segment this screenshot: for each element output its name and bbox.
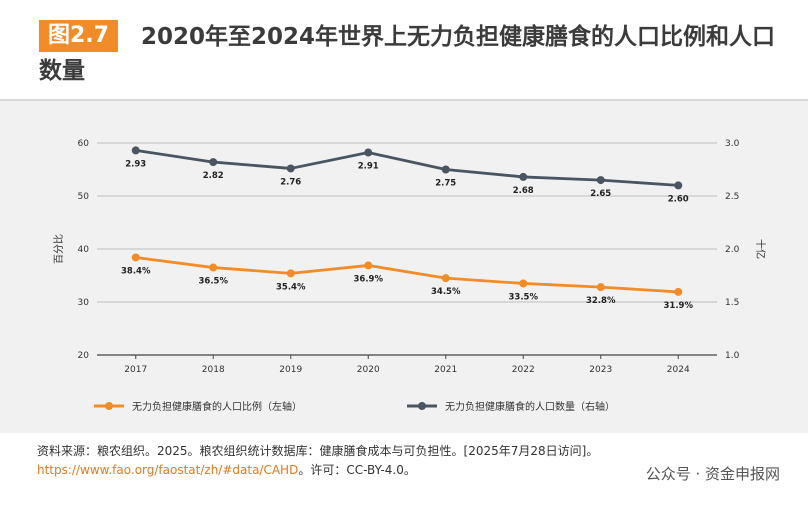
legend-label: 无力负担健康膳食的人口数量（右轴） xyxy=(445,400,615,413)
source-text: 资料来源：粮农组织。2025。粮农组织统计数据库：健康膳食成本与可负担性。[20… xyxy=(37,444,599,458)
count-point xyxy=(286,164,295,173)
line-chart: 20 30 40 50 60 1.0 1.5 2.0 2.5 3.0 2017 2018 2019 202… xyxy=(53,139,767,413)
share-data-label: 32.8% xyxy=(586,296,616,306)
y-left-axis-label: 百分比 xyxy=(53,234,65,264)
watermark: 公众号 · 资金申报网 xyxy=(645,465,780,483)
source-link[interactable]: https://www.fao.org/faostat/zh/#data/CAH… xyxy=(37,463,299,477)
x-tick-label: 2021 xyxy=(434,365,457,375)
x-tick-label: 2023 xyxy=(589,365,612,375)
count-data-label: 2.60 xyxy=(668,194,689,204)
share-point xyxy=(519,279,528,288)
y-right-axis-label: 十亿 xyxy=(754,239,767,259)
figure-badge: 图2.7 xyxy=(39,20,118,52)
count-data-label: 2.93 xyxy=(125,159,146,169)
count-point xyxy=(596,176,605,185)
figure-header: 2020年至2024年世界上无力负担健康膳食的人口比例和人口数量 图2.7 xyxy=(0,0,808,101)
y-left-tick-label: 20 xyxy=(78,351,90,361)
x-tick-label: 2019 xyxy=(279,365,302,375)
x-tick-label: 2020 xyxy=(357,365,380,375)
share-data-label: 38.4% xyxy=(121,266,151,276)
count-point xyxy=(674,181,683,190)
share-point xyxy=(131,253,140,262)
share-data-label: 31.9% xyxy=(664,301,694,311)
header-divider xyxy=(0,99,808,101)
legend-label: 无力负担健康膳食的人口比例（左轴） xyxy=(132,400,302,413)
source-note: 资料来源：粮农组织。2025。粮农组织统计数据库：健康膳食成本与可负担性。[20… xyxy=(37,442,782,480)
y-right-tick-label: 2.5 xyxy=(725,192,739,202)
share-data-label: 33.5% xyxy=(509,292,539,302)
chart-panel xyxy=(0,101,808,433)
y-left-tick-label: 60 xyxy=(78,139,90,149)
share-data-label: 35.4% xyxy=(276,282,306,292)
y-left-tick-label: 30 xyxy=(78,298,90,308)
share-data-label: 36.9% xyxy=(354,274,384,284)
share-data-label: 36.5% xyxy=(199,277,229,287)
legend-marker xyxy=(418,402,426,410)
legend-marker xyxy=(105,402,113,410)
share-point xyxy=(441,274,450,283)
y-left-tick-label: 40 xyxy=(78,245,90,255)
count-data-label: 2.76 xyxy=(280,177,301,187)
share-point xyxy=(674,287,683,296)
share-series-line xyxy=(135,256,679,294)
y-right-tick-label: 3.0 xyxy=(725,139,740,149)
share-point xyxy=(364,261,373,270)
count-point xyxy=(209,158,218,167)
share-point xyxy=(209,263,218,272)
count-data-label: 2.68 xyxy=(513,186,534,196)
count-point xyxy=(364,148,373,157)
y-left-tick-label: 50 xyxy=(78,192,90,202)
x-tick-label: 2024 xyxy=(667,365,690,375)
y-right-tick-label: 1.5 xyxy=(725,298,739,308)
count-series-line xyxy=(135,149,679,187)
count-data-label: 2.91 xyxy=(358,162,379,172)
share-point xyxy=(596,283,605,292)
count-point xyxy=(519,172,528,181)
count-data-label: 2.82 xyxy=(203,171,224,181)
x-tick-label: 2022 xyxy=(512,365,535,375)
share-point xyxy=(286,269,295,278)
count-point xyxy=(441,165,450,174)
x-tick-label: 2017 xyxy=(124,365,147,375)
y-right-tick-label: 1.0 xyxy=(725,351,740,361)
count-data-label: 2.65 xyxy=(590,189,611,199)
figure-title: 2020年至2024年世界上无力负担健康膳食的人口比例和人口数量 xyxy=(39,24,776,84)
x-tick-label: 2018 xyxy=(202,365,225,375)
count-point xyxy=(131,146,140,155)
count-data-label: 2.75 xyxy=(435,179,456,189)
source-license: 。许可：CC-BY-4.0。 xyxy=(298,463,416,477)
share-data-label: 34.5% xyxy=(431,287,461,297)
y-right-tick-label: 2.0 xyxy=(725,245,740,255)
